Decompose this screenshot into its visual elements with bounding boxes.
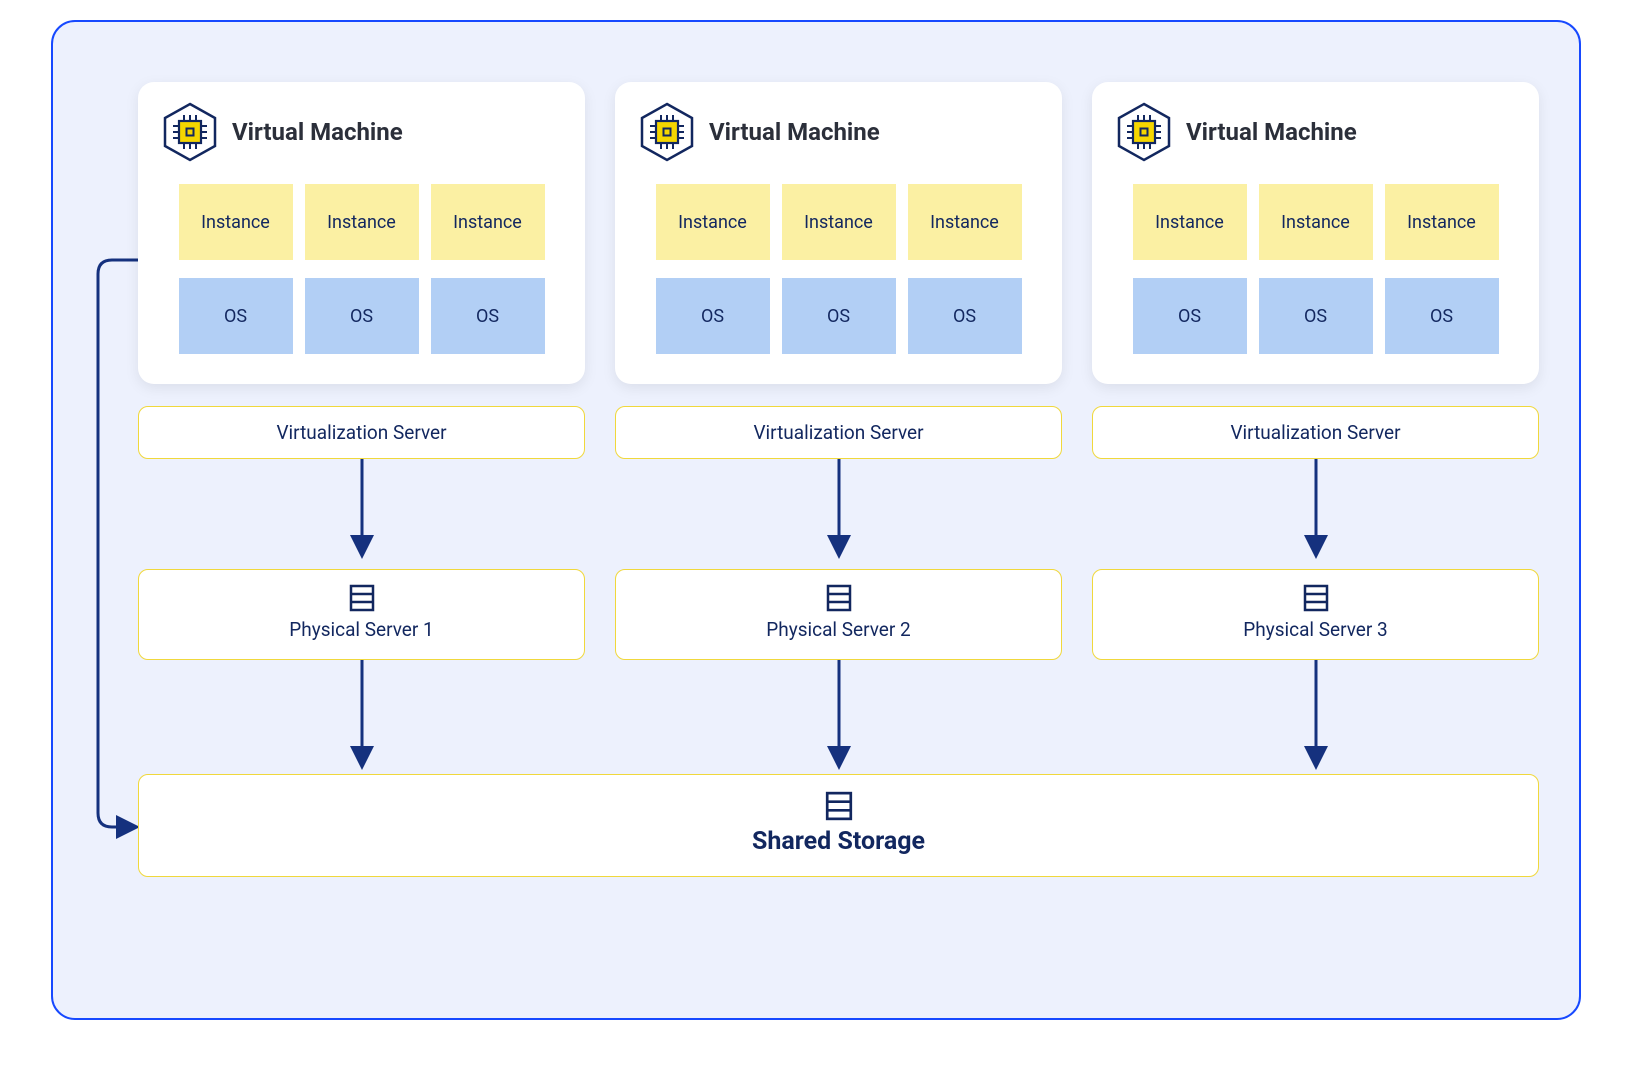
vm-header: Virtual Machine <box>1116 102 1515 162</box>
os-tile: OS <box>908 278 1022 354</box>
vm-card: Virtual Machine Instance Instance Instan… <box>138 82 585 384</box>
os-tile: OS <box>656 278 770 354</box>
vm-header: Virtual Machine <box>639 102 1038 162</box>
instance-tile: Instance <box>908 184 1022 260</box>
cpu-hex-icon <box>639 102 695 162</box>
instance-tile: Instance <box>782 184 896 260</box>
instance-tile: Instance <box>431 184 545 260</box>
vm-header: Virtual Machine <box>162 102 561 162</box>
virtualization-server-box: Virtualization Server <box>138 406 585 459</box>
physical-server-label: Physical Server 3 <box>1243 618 1387 641</box>
virtualization-server-box: Virtualization Server <box>615 406 1062 459</box>
instance-tile: Instance <box>305 184 419 260</box>
server-rack-icon <box>1303 584 1329 612</box>
instance-row: Instance Instance Instance <box>1116 184 1515 260</box>
server-rack-icon <box>826 584 852 612</box>
stack-column-1: Virtual Machine Instance Instance Instan… <box>138 82 585 770</box>
instance-row: Instance Instance Instance <box>639 184 1038 260</box>
physical-server-label: Physical Server 2 <box>766 618 910 641</box>
physical-server-box: Physical Server 3 <box>1092 569 1539 660</box>
os-row: OS OS OS <box>639 278 1038 354</box>
instance-row: Instance Instance Instance <box>162 184 561 260</box>
instance-tile: Instance <box>179 184 293 260</box>
os-row: OS OS OS <box>162 278 561 354</box>
server-rack-icon <box>349 584 375 612</box>
stack-column-2: Virtual Machine Instance Instance Instan… <box>615 82 1062 770</box>
vm-card: Virtual Machine Instance Instance Instan… <box>615 82 1062 384</box>
shared-storage-label: Shared Storage <box>752 827 925 856</box>
columns-row: Virtual Machine Instance Instance Instan… <box>138 82 1539 770</box>
vm-title: Virtual Machine <box>232 118 403 146</box>
shared-storage-box: Shared Storage <box>138 774 1539 877</box>
vm-card: Virtual Machine Instance Instance Instan… <box>1092 82 1539 384</box>
cpu-hex-icon <box>162 102 218 162</box>
instance-tile: Instance <box>656 184 770 260</box>
os-tile: OS <box>305 278 419 354</box>
physical-server-box: Physical Server 1 <box>138 569 585 660</box>
physical-server-label: Physical Server 1 <box>289 618 433 641</box>
os-tile: OS <box>1133 278 1247 354</box>
os-tile: OS <box>782 278 896 354</box>
virtualization-server-box: Virtualization Server <box>1092 406 1539 459</box>
vm-title: Virtual Machine <box>1186 118 1357 146</box>
server-rack-icon <box>825 791 853 821</box>
physical-server-box: Physical Server 2 <box>615 569 1062 660</box>
instance-tile: Instance <box>1133 184 1247 260</box>
stack-column-3: Virtual Machine Instance Instance Instan… <box>1092 82 1539 770</box>
os-row: OS OS OS <box>1116 278 1515 354</box>
os-tile: OS <box>1259 278 1373 354</box>
instance-tile: Instance <box>1385 184 1499 260</box>
instance-tile: Instance <box>1259 184 1373 260</box>
os-tile: OS <box>179 278 293 354</box>
diagram-frame: Virtual Machine Instance Instance Instan… <box>51 20 1581 1020</box>
os-tile: OS <box>431 278 545 354</box>
os-tile: OS <box>1385 278 1499 354</box>
vm-title: Virtual Machine <box>709 118 880 146</box>
cpu-hex-icon <box>1116 102 1172 162</box>
